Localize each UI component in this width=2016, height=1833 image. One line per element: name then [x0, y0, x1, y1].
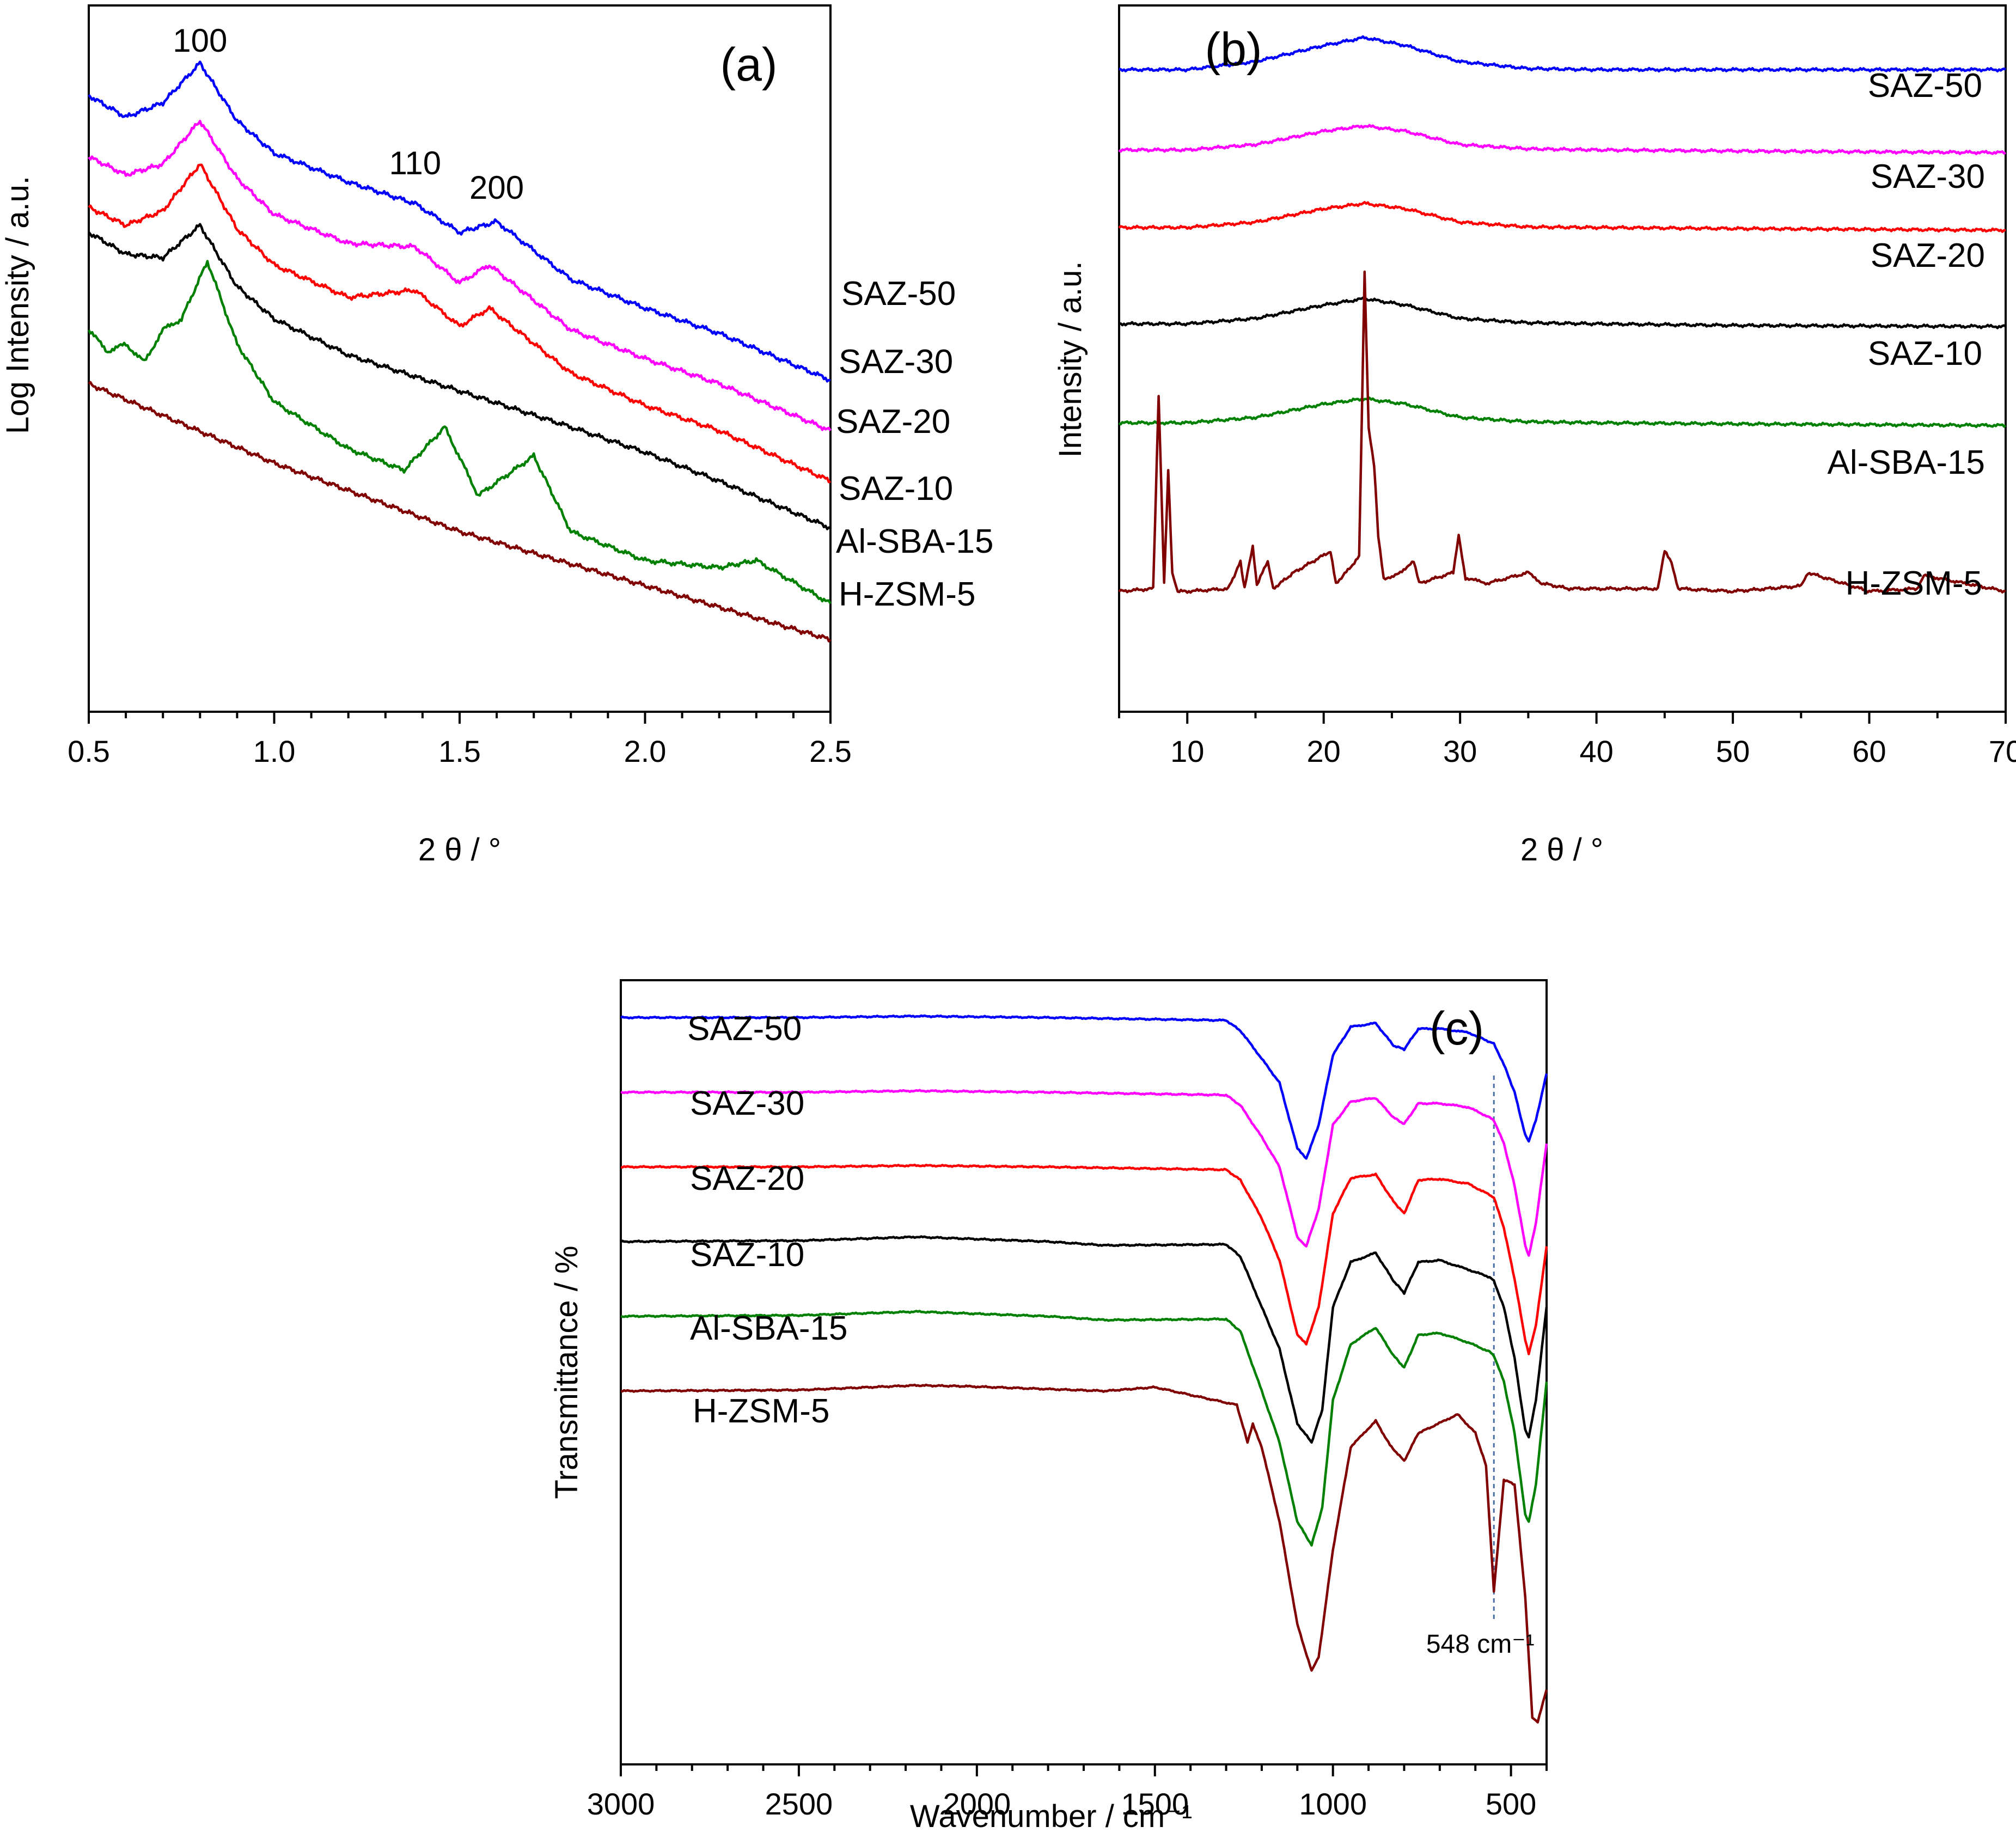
panel-c-x-axis-label: Wavenumber / cm⁻¹: [910, 1799, 1192, 1830]
panel-b-y-axis-label: Intensity / a.u.: [1053, 261, 1088, 457]
peak-label-200: 200: [469, 169, 524, 206]
panel-a-series-label-h-zsm-5: H-ZSM-5: [839, 576, 975, 613]
panel-c-label: (c): [1429, 1003, 1484, 1055]
panel-b-x-tick-label-10: 10: [1170, 734, 1204, 768]
peak-label-100: 100: [173, 22, 227, 59]
panel-a-y-axis-label: Log Intensity / a.u.: [0, 176, 35, 434]
panel-a-label: (a): [720, 39, 777, 91]
panel-c-series-line-h-zsm-5: [620, 1383, 1548, 1724]
panel-b-series-label-al-sba-15: Al-SBA-15: [1828, 444, 1985, 481]
panel-b-series-line-saz-10: [1119, 296, 2007, 329]
panel-b-label: (b): [1205, 23, 1262, 76]
panel-b: 10 20 30 40 50 60 70 (b) SAZ-50 SAZ-30 SAZ-20 …: [1053, 4, 2016, 867]
panel-b-series-label-saz-30: SAZ-30: [1871, 158, 1985, 195]
panel-a-x-axis-label: 2 θ / °: [418, 832, 501, 867]
panel-b-series-line-saz-50: [1119, 35, 2007, 73]
panel-a-x-tick-label-2.0: 2.0: [624, 734, 667, 768]
panel-c-series-label-saz-30: SAZ-30: [690, 1085, 804, 1122]
panel-c-series-line-saz-10: [620, 1235, 1548, 1444]
panel-c-x-ticks: 3000 2500 2000 1500 1000 500: [587, 1764, 1548, 1821]
panel-c-x-tick-label-500: 500: [1486, 1787, 1536, 1821]
panel-a-series-line-saz-10: [88, 223, 831, 530]
panel-c-series-label-saz-50: SAZ-50: [687, 1010, 802, 1048]
panel-a-series-label-saz-20: SAZ-20: [836, 403, 950, 441]
panel-c-y-axis-label: Transmittance / %: [549, 1245, 584, 1499]
panel-a-series-line-saz-30: [88, 119, 832, 431]
panel-b-series-line-saz-20: [1118, 201, 2006, 233]
panel-b-series-line-al-sba-15: [1118, 396, 2007, 429]
panel-a-series-label-al-sba-15: Al-SBA-15: [836, 523, 993, 560]
panel-a: 0.5 1.0 1.5 2.0 2.5 (a) 100 110 200 SAZ-50 S…: [0, 4, 993, 867]
panel-a-series-line-al-sba-15: [87, 260, 832, 604]
panel-a-series-label-saz-10: SAZ-10: [839, 470, 953, 508]
panel-b-series-label-saz-10: SAZ-10: [1868, 335, 1982, 372]
panel-b-x-tick-label-30: 30: [1443, 734, 1477, 768]
panel-a-series-label-saz-50: SAZ-50: [841, 275, 956, 313]
panel-c-series-line-al-sba-15: [620, 1310, 1548, 1547]
panel-b-x-axis-label: 2 θ / °: [1520, 832, 1603, 867]
panel-c-x-tick-label-2000: 2000: [943, 1787, 1011, 1821]
panel-b-series-label-saz-50: SAZ-50: [1868, 67, 1982, 105]
panel-c: 3000 2500 2000 1500 1000 500 (c) 548 cm⁻¹ SAZ…: [549, 979, 1548, 1833]
panel-c-series-line-saz-30: [620, 1089, 1548, 1257]
peak-label-110: 110: [389, 145, 441, 181]
panel-c-x-tick-label-1000: 1000: [1299, 1787, 1367, 1821]
panel-c-series-label-saz-20: SAZ-20: [690, 1160, 804, 1197]
panel-b-x-tick-label-60: 60: [1852, 734, 1886, 768]
panel-b-curves: [1118, 35, 2007, 594]
panel-a-series-line-h-zsm-5: [88, 381, 832, 643]
panel-c-series-label-h-zsm-5: H-ZSM-5: [693, 1392, 829, 1430]
panel-c-series-label-al-sba-15: Al-SBA-15: [690, 1310, 847, 1347]
panel-c-series-label-saz-10: SAZ-10: [690, 1236, 804, 1274]
panel-c-curves: [620, 1014, 1548, 1724]
panel-b-series-label-saz-20: SAZ-20: [1871, 237, 1985, 274]
panel-b-x-tick-label-40: 40: [1579, 734, 1613, 768]
panel-a-series-label-saz-30: SAZ-30: [839, 343, 953, 381]
panel-b-x-ticks: 10 20 30 40 50 60 70: [1118, 712, 2016, 768]
panel-b-series-line-saz-30: [1118, 124, 2007, 156]
panel-a-x-ticks: 0.5 1.0 1.5 2.0 2.5: [68, 712, 852, 768]
panel-a-x-tick-label-2.5: 2.5: [809, 734, 852, 768]
panel-c-series-line-saz-50: [620, 1014, 1548, 1160]
panel-b-x-tick-label-20: 20: [1307, 734, 1341, 768]
panel-c-series-line-saz-20: [620, 1163, 1548, 1355]
panel-a-series-line-saz-50: [88, 60, 831, 383]
panel-b-x-tick-label-50: 50: [1716, 734, 1750, 768]
panel-a-x-tick-label-1.0: 1.0: [253, 734, 296, 768]
panel-b-axes-frame: [1118, 4, 2007, 713]
panel-c-x-tick-label-3000: 3000: [587, 1787, 655, 1821]
panel-a-x-tick-label-1.5: 1.5: [438, 734, 481, 768]
548-annotation-label: 548 cm⁻¹: [1426, 1630, 1535, 1659]
panel-b-series-label-h-zsm-5: H-ZSM-5: [1846, 565, 1982, 602]
panel-a-curves: [87, 60, 832, 643]
panel-c-x-tick-label-2500: 2500: [765, 1787, 833, 1821]
panel-a-x-tick-label-0.5: 0.5: [68, 734, 110, 768]
panel-b-series-line-h-zsm-5: [1118, 270, 2006, 594]
panel-c-x-tick-label-1500: 1500: [1121, 1787, 1189, 1821]
panel-a-series-line-saz-20: [88, 163, 832, 484]
panel-b-x-tick-label-70: 70: [1989, 734, 2016, 768]
